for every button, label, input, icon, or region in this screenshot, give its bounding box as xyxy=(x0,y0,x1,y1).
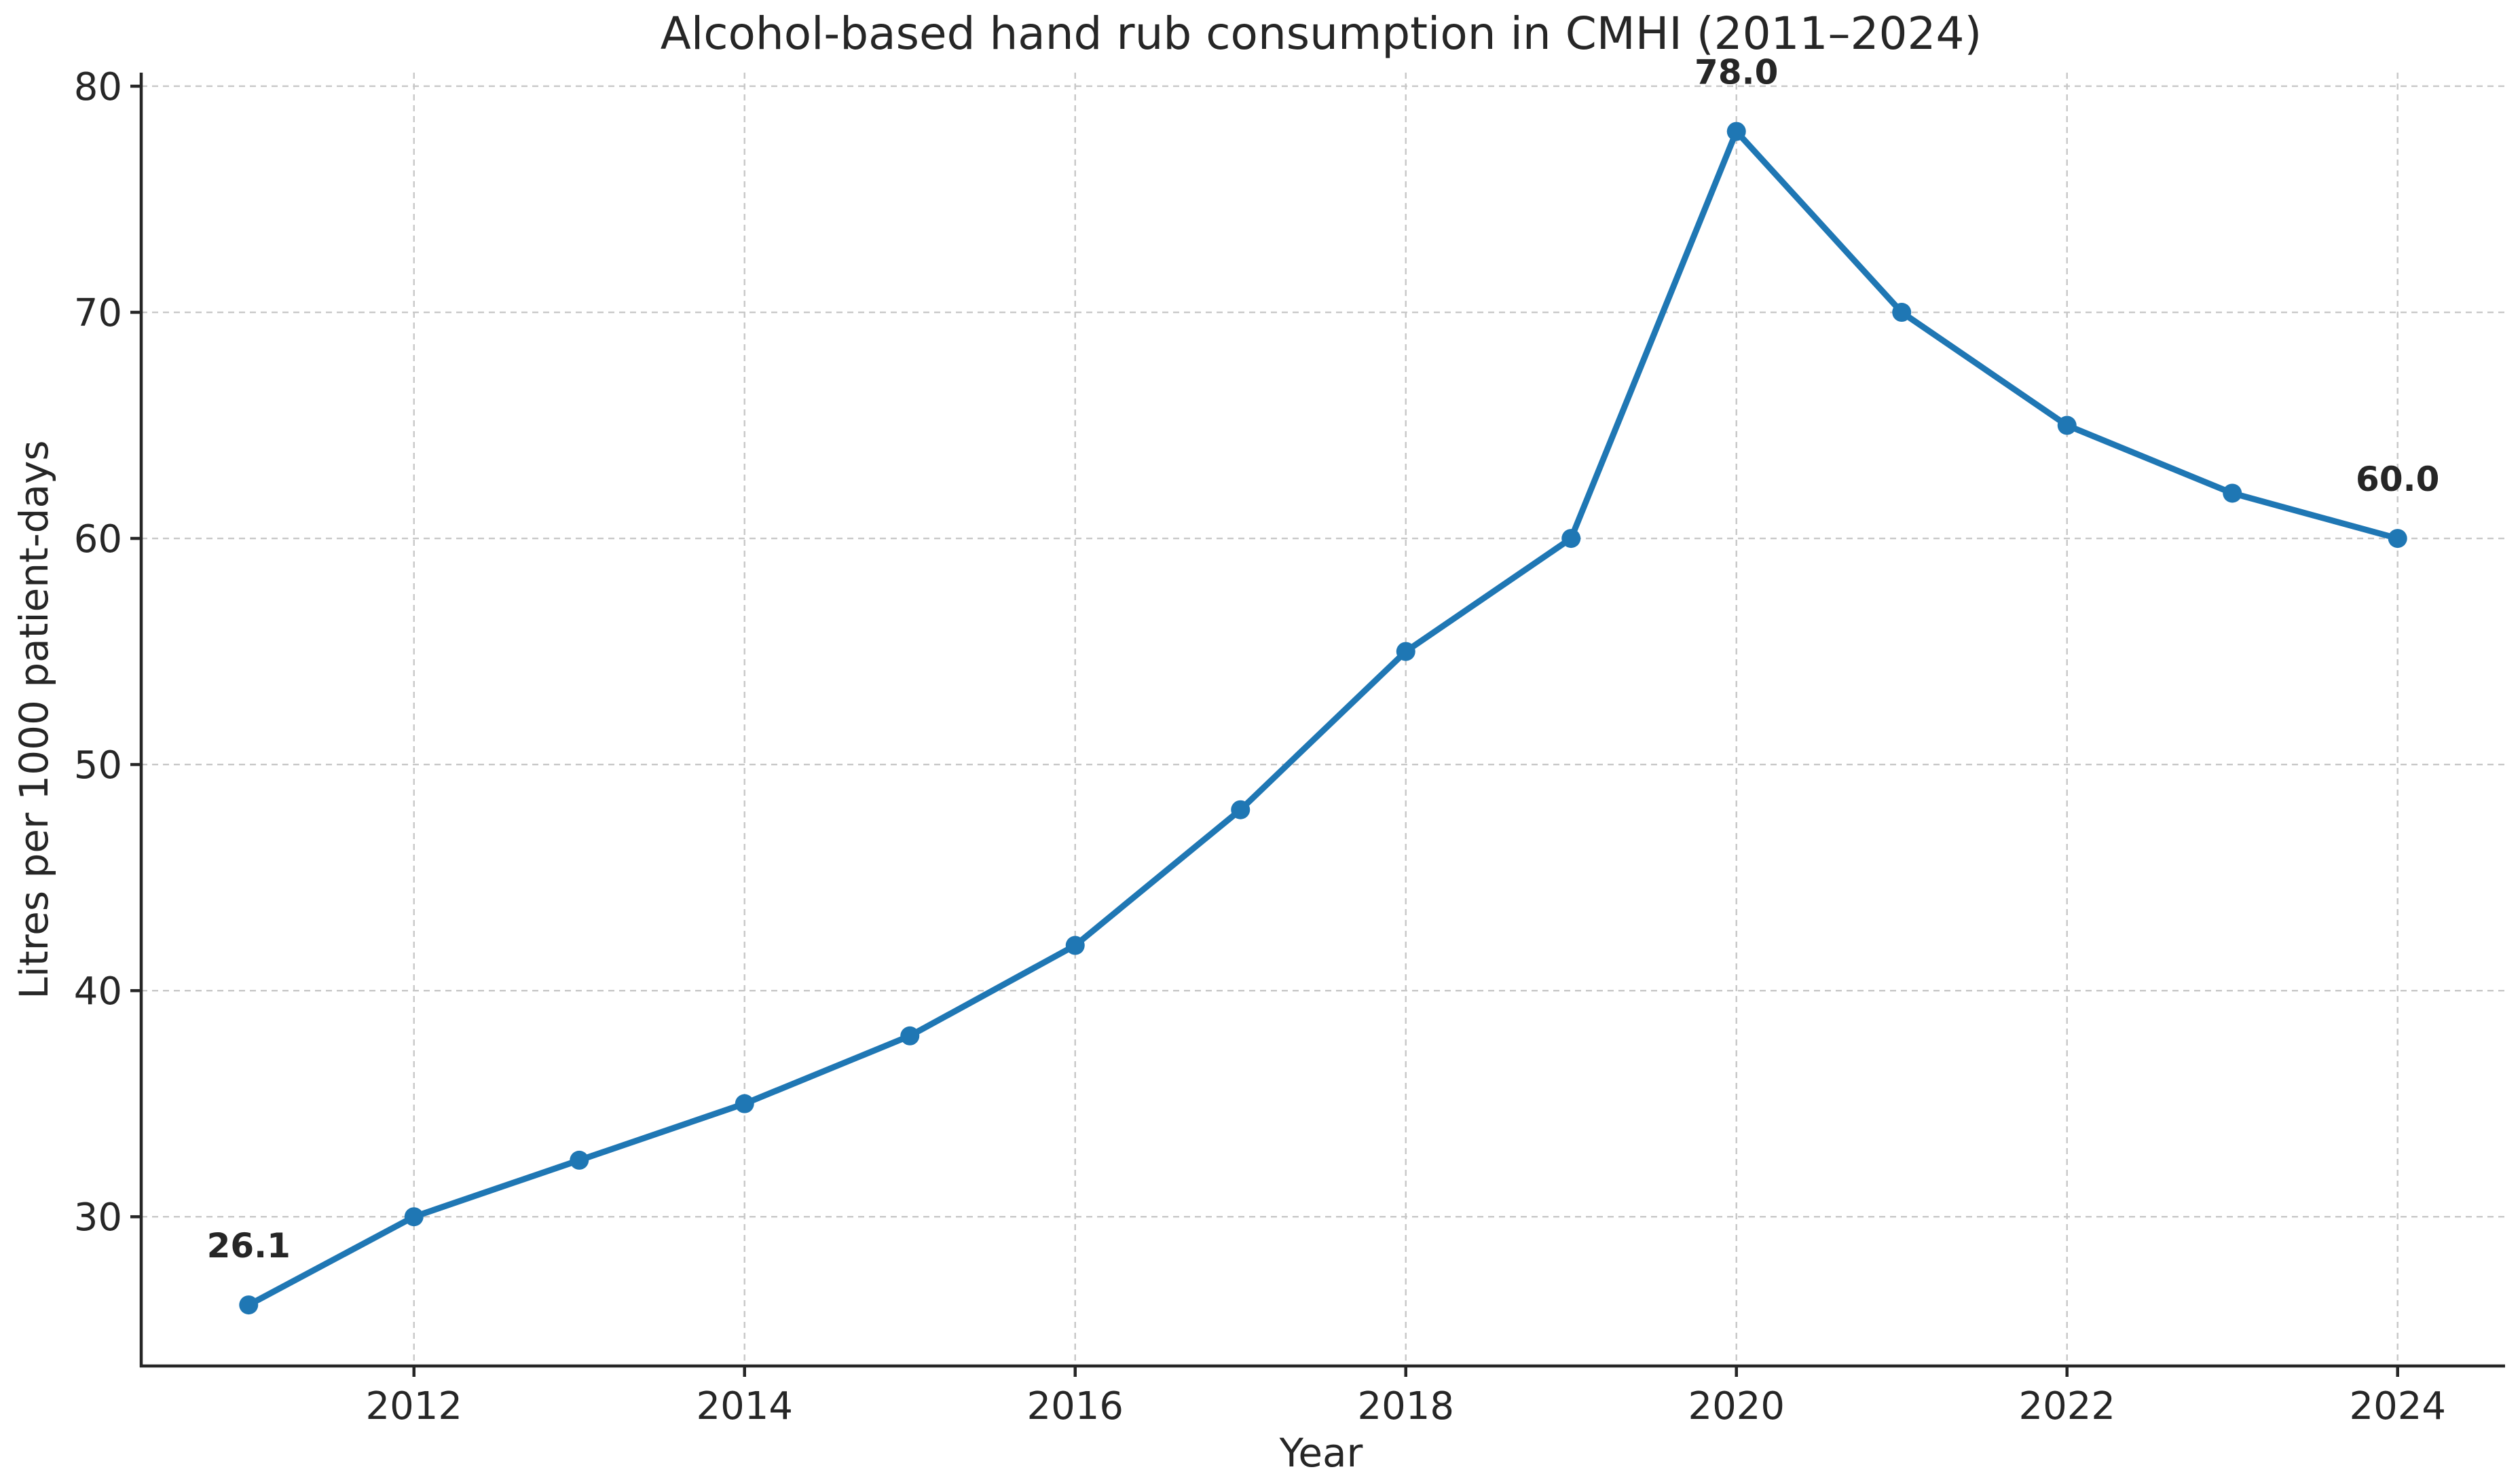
axes: 2012 2014 2016 2018 2020 2022 2024 30 40 50 60 70 80 xyxy=(74,65,2505,1428)
y-tick-label: 40 xyxy=(74,969,122,1014)
y-tick-label: 80 xyxy=(74,65,122,109)
data-label: 26.1 xyxy=(207,1226,291,1265)
x-tick-label: 2020 xyxy=(1688,1384,1785,1428)
data-point xyxy=(1892,303,1912,322)
data-point xyxy=(2223,483,2242,503)
data-point xyxy=(735,1094,754,1113)
data-label: 60.0 xyxy=(2356,460,2439,499)
x-tick-label: 2024 xyxy=(2349,1384,2446,1428)
data-point xyxy=(1231,800,1250,819)
y-tick-label: 70 xyxy=(74,291,122,335)
data-point xyxy=(2388,529,2407,549)
series-line xyxy=(245,128,2401,1308)
chart-title: Alcohol-based hand rub consumption in CM… xyxy=(661,7,1982,60)
data-point xyxy=(1726,122,1746,141)
data-point xyxy=(1396,642,1415,661)
data-labels: 26.1 78.0 60.0 xyxy=(207,53,2440,1265)
data-point xyxy=(2057,415,2077,435)
data-point xyxy=(404,1207,424,1227)
series xyxy=(239,122,2407,1315)
x-tick-label: 2016 xyxy=(1026,1384,1124,1428)
data-point xyxy=(900,1026,920,1046)
y-tick-label: 60 xyxy=(74,517,122,561)
data-point xyxy=(1065,936,1085,955)
x-tick-label: 2012 xyxy=(366,1384,463,1428)
x-tick-label: 2022 xyxy=(2018,1384,2115,1428)
data-label: 78.0 xyxy=(1694,53,1778,92)
x-tick-label: 2014 xyxy=(697,1384,794,1428)
x-tick-label: 2018 xyxy=(1357,1384,1454,1428)
x-axis-title: Year xyxy=(1279,1430,1363,1476)
y-tick-label: 30 xyxy=(74,1196,122,1240)
data-point xyxy=(239,1295,259,1315)
grid xyxy=(141,73,2505,1366)
data-point xyxy=(1561,529,1581,549)
y-tick-label: 50 xyxy=(74,743,122,788)
data-point xyxy=(570,1150,589,1170)
y-axis-title: Litres per 1000 patient-days xyxy=(11,440,57,999)
